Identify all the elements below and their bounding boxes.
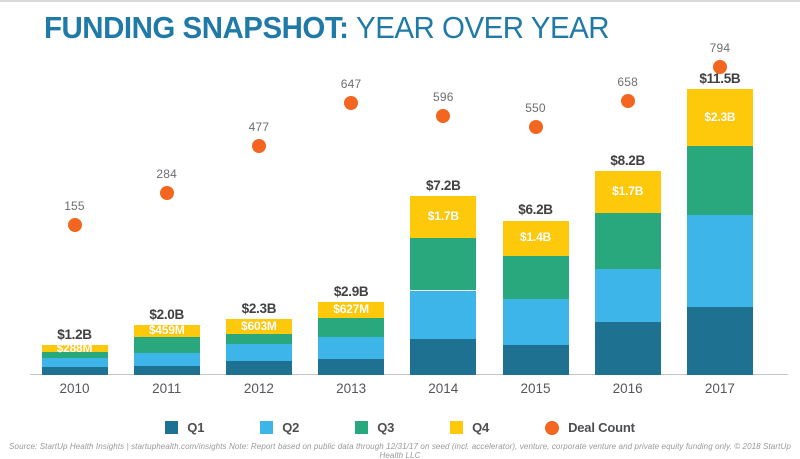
x-axis-label: 2015	[520, 381, 551, 396]
deal-count-dot	[67, 218, 82, 233]
legend-label: Q1	[187, 420, 205, 435]
bar-segment-q4	[594, 171, 661, 214]
bar-segment-q4	[502, 220, 569, 256]
deal-count-dot	[251, 138, 266, 153]
deal-count-legend-icon	[545, 420, 560, 435]
bar-segment-q2	[502, 299, 569, 346]
bar-segment-q4	[225, 319, 292, 334]
x-axis-label: 2012	[243, 381, 274, 396]
bar-q4-label: $2.3B	[704, 109, 736, 124]
deal-count-label: 658	[617, 74, 638, 89]
source-note: Source: StartUp Health Insights | startu…	[9, 442, 791, 459]
bar-segment-q1	[318, 359, 385, 375]
bar-segment-q4	[133, 325, 200, 337]
bar-q4-label: $627M	[333, 302, 369, 317]
deal-count-label: 794	[709, 41, 731, 56]
deal-count-dot	[344, 96, 359, 111]
bar-segment-q1	[41, 367, 108, 375]
bar-segment-q4	[410, 196, 477, 239]
bar-total-label: $6.2B	[518, 202, 553, 218]
bar-total-label: $2.3B	[241, 300, 277, 316]
bar-segment-q1	[410, 338, 477, 375]
legend-swatch-q1	[165, 421, 179, 434]
bar-segment-q2	[686, 214, 753, 307]
legend-item-q1: Q1	[165, 420, 204, 435]
legend-label: Q3	[377, 420, 395, 435]
x-axis-line	[30, 374, 788, 375]
legend: Q1 Q2 Q3 Q4 Deal Count	[0, 420, 800, 435]
bar-segment-q4	[41, 345, 108, 353]
bar-segment-q3	[594, 213, 661, 270]
legend-label: Q4	[472, 420, 490, 435]
bar-segment-q3	[225, 333, 292, 345]
bar-q4-label: $1.7B	[427, 209, 459, 224]
bar-segment-q4	[686, 89, 753, 147]
deal-count-dot	[159, 186, 174, 201]
bar-segment-q2	[410, 290, 477, 339]
deal-count-dot	[712, 60, 727, 75]
x-axis-label: 2010	[59, 381, 90, 396]
bar-segment-q1	[133, 366, 200, 375]
bar-segment-q2	[41, 358, 108, 368]
legend-item-q2: Q2	[260, 420, 299, 435]
bar-total-label: $2.0B	[149, 306, 184, 322]
deal-count-dot	[436, 109, 451, 124]
legend-label: Deal Count	[568, 420, 635, 435]
deal-count-label: 477	[248, 119, 270, 134]
legend-swatch-q4	[450, 421, 464, 434]
bar-segment-q2	[318, 337, 385, 360]
bar-segment-q1	[225, 360, 292, 375]
page-title-bold: FUNDING SNAPSHOT:	[44, 10, 349, 45]
bar-segment-q2	[594, 269, 661, 322]
bar-q4-label: $288M	[56, 340, 93, 355]
bar-q4-label: $1.7B	[612, 184, 644, 199]
bar-segment-q2	[133, 353, 200, 367]
x-axis-label: 2013	[336, 381, 367, 396]
plot-area: $1.2B $288M 155 2010 $2.0B $459M 284 2011 $2.3B $…	[0, 2, 800, 402]
legend-swatch-q2	[260, 421, 274, 434]
legend-item-q4: Q4	[450, 420, 489, 435]
deal-count-label: 284	[156, 167, 177, 182]
deal-count-label: 596	[432, 90, 454, 105]
page-title-light: YEAR OVER YEAR	[356, 10, 610, 45]
bar-segment-q1	[502, 345, 569, 375]
bar-segment-q1	[594, 321, 661, 375]
bar-total-label: $11.5B	[699, 70, 741, 86]
bar-total-label: $8.2B	[610, 152, 645, 168]
bar-segment-q3	[41, 352, 108, 359]
bar-segment-q1	[686, 306, 753, 375]
bar-segment-q3	[686, 146, 753, 215]
legend-item-deal-count: Deal Count	[545, 420, 635, 435]
deal-count-label: 550	[525, 101, 546, 116]
x-axis-label: 2016	[612, 381, 643, 396]
legend-swatch-q3	[355, 421, 369, 434]
bar-q4-label: $459M	[148, 323, 185, 338]
bar-segment-q3	[502, 255, 569, 300]
x-axis-label: 2011	[152, 381, 182, 396]
bar-segment-q4	[318, 302, 385, 318]
bar-total-label: $1.2B	[57, 326, 92, 342]
bar-segment-q3	[133, 336, 200, 354]
deal-count-dot	[620, 93, 635, 108]
legend-label: Q2	[282, 420, 300, 435]
bar-q4-label: $1.4B	[519, 230, 552, 245]
page-title: FUNDING SNAPSHOT: YEAR OVER YEAR	[44, 10, 610, 46]
deal-count-label: 155	[64, 199, 85, 214]
bar-total-label: $2.9B	[333, 283, 369, 299]
bar-q4-label: $603M	[241, 318, 277, 333]
bar-segment-q3	[410, 238, 477, 291]
bar-total-label: $7.2B	[426, 177, 461, 193]
x-axis-label: 2014	[428, 381, 459, 396]
bar-segment-q2	[225, 344, 292, 361]
x-axis-label: 2017	[704, 381, 735, 396]
legend-item-q3: Q3	[355, 420, 394, 435]
deal-count-label: 647	[340, 77, 362, 92]
deal-count-dot	[528, 120, 543, 135]
bar-segment-q3	[318, 317, 385, 338]
